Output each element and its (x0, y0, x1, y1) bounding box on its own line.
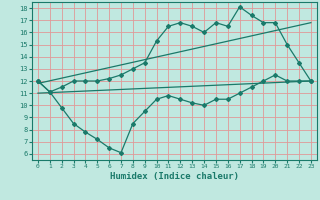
X-axis label: Humidex (Indice chaleur): Humidex (Indice chaleur) (110, 172, 239, 181)
